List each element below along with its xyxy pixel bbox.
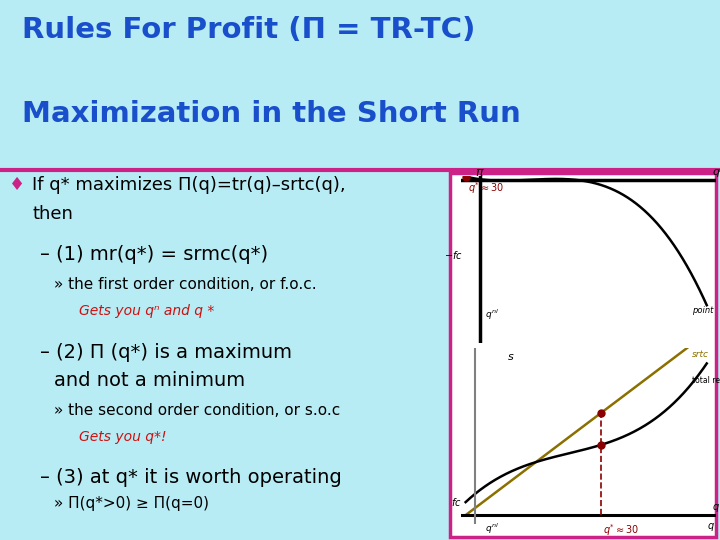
- Text: » Π(q*>0) ≥ Π(q=0): » Π(q*>0) ≥ Π(q=0): [54, 496, 209, 511]
- Bar: [0, 0, 720, 170]
- Text: $-fc$: $-fc$: [444, 249, 463, 261]
- Text: and not a minimum: and not a minimum: [54, 371, 245, 390]
- Text: $\pi$: $\pi$: [475, 166, 485, 179]
- Text: ♦: ♦: [9, 176, 24, 193]
- Text: » the first order condition, or f.o.c.: » the first order condition, or f.o.c.: [54, 278, 317, 292]
- Text: – (1) mr(q*) = srmc(q*): – (1) mr(q*) = srmc(q*): [40, 246, 268, 265]
- Text: $q^{nl}$: $q^{nl}$: [485, 522, 499, 536]
- Text: Gets you qⁿ and q *: Gets you qⁿ and q *: [79, 304, 215, 318]
- Bar: [450, 173, 716, 537]
- Text: Maximization in the Short Run: Maximization in the Short Run: [22, 100, 521, 128]
- Text: $q^{nl}$: $q^{nl}$: [485, 307, 499, 322]
- Text: $q$: $q$: [711, 167, 720, 179]
- Text: – (2) Π (q*) is a maximum: – (2) Π (q*) is a maximum: [40, 343, 292, 362]
- Text: $q^{*}\approx 30$: $q^{*}\approx 30$: [468, 180, 504, 196]
- Text: $fc$: $fc$: [451, 496, 462, 508]
- Text: then: then: [32, 205, 73, 222]
- Text: $q^{*}\approx 30$: $q^{*}\approx 30$: [603, 522, 639, 538]
- Text: $s$: $s$: [507, 352, 514, 362]
- Text: point: point: [693, 306, 714, 315]
- Text: – (3) at q* it is worth operating: – (3) at q* it is worth operating: [40, 469, 341, 488]
- Text: $q$: $q$: [711, 502, 719, 514]
- Text: srtc: srtc: [693, 350, 709, 359]
- Text: Gets you q*!: Gets you q*!: [79, 430, 167, 443]
- Text: » the second order condition, or s.o.c: » the second order condition, or s.o.c: [54, 403, 341, 418]
- Text: total revenue: total revenue: [693, 376, 720, 386]
- Text: $q$: $q$: [707, 521, 714, 533]
- Text: If q* maximizes Π(q)=tr(q)–srtc(q),: If q* maximizes Π(q)=tr(q)–srtc(q),: [32, 176, 346, 193]
- Text: Rules For Profit (Π = TR-TC): Rules For Profit (Π = TR-TC): [22, 16, 475, 44]
